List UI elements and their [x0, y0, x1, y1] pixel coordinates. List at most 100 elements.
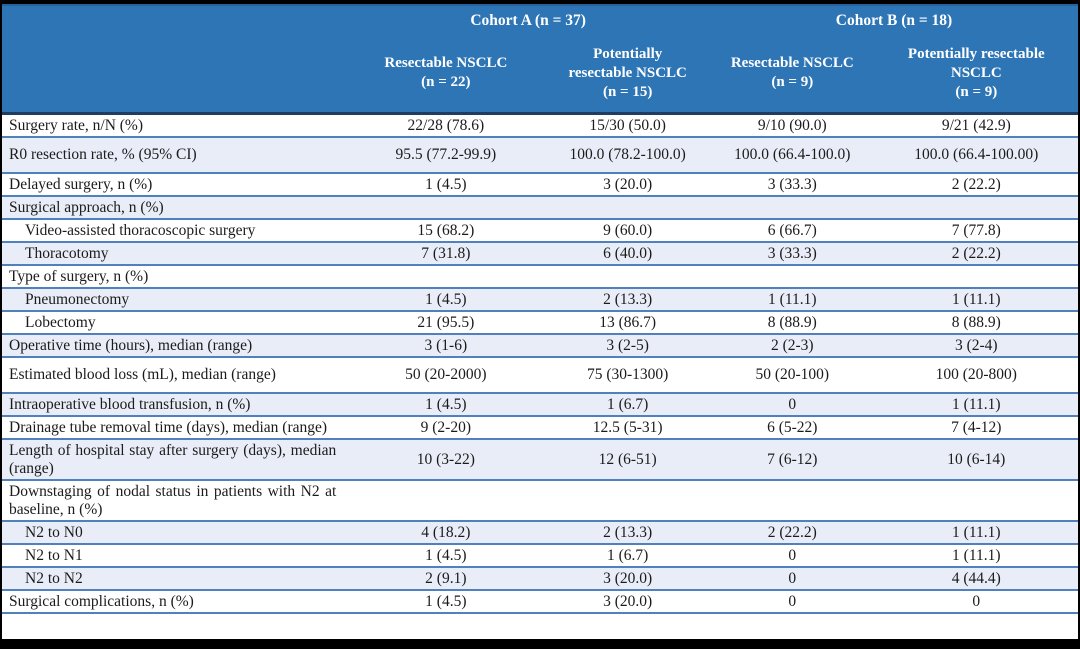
- cell-value: 50 (20-100): [709, 357, 875, 393]
- table-row: Estimated blood loss (mL), median (range…: [2, 357, 1078, 393]
- cell-value: 2 (22.2): [709, 521, 875, 544]
- cell-value: 1 (11.1): [874, 521, 1078, 544]
- table-row: Delayed surgery, n (%) 1 (4.5) 3 (20.0) 3 (…: [2, 173, 1078, 196]
- cell-value: 3 (1-6): [346, 334, 546, 357]
- row-label: Type of surgery, n (%): [2, 265, 347, 288]
- cell-value: 4 (18.2): [346, 521, 546, 544]
- row-label: Thoracotomy: [2, 242, 347, 265]
- cell-value: 22/28 (78.6): [346, 113, 546, 137]
- cell-value: 9 (60.0): [545, 219, 710, 242]
- cell-value: 1 (4.5): [346, 288, 546, 311]
- cell-value: 3 (20.0): [545, 590, 710, 613]
- subgroup-header-row: Resectable NSCLC (n = 22) Potentially re…: [2, 34, 1078, 115]
- cell-value: 7 (77.8): [874, 219, 1078, 242]
- cell-value: 2 (13.3): [545, 521, 710, 544]
- cell-value: 8 (88.9): [874, 311, 1078, 334]
- cell-value: 3 (20.0): [545, 567, 710, 590]
- table-row: Thoracotomy 7 (31.8) 6 (40.0) 3 (33.3) 2 (22…: [2, 242, 1078, 265]
- table-body: Surgery rate, n/N (%) 22/28 (78.6) 15/30 (…: [2, 113, 1078, 613]
- cell-value: [709, 196, 875, 219]
- table-row: Surgery rate, n/N (%) 22/28 (78.6) 15/30 (…: [2, 113, 1078, 137]
- cohort-header-row: Cohort A (n = 37) Cohort B (n = 18): [2, 4, 1078, 34]
- cell-value: 10 (3-22): [346, 439, 546, 480]
- table-header: Cohort A (n = 37) Cohort B (n = 18) Rese…: [2, 4, 1078, 115]
- cell-value: 15/30 (50.0): [545, 113, 710, 137]
- cell-value: 2 (2-3): [709, 334, 875, 357]
- cell-value: 7 (4-12): [874, 416, 1078, 439]
- table-row: R0 resection rate, % (95% CI) 95.5 (77.2-…: [2, 137, 1078, 173]
- table-row: Drainage tube removal time (days), media…: [2, 416, 1078, 439]
- cell-value: [709, 265, 875, 288]
- table-row: Surgical complications, n (%) 1 (4.5) 3 (2…: [2, 590, 1078, 613]
- table-row: Length of hospital stay after surgery (d…: [2, 439, 1078, 480]
- cell-value: 1 (4.5): [346, 173, 546, 196]
- cell-value: 0: [709, 567, 875, 590]
- table-row: Surgical approach, n (%): [2, 196, 1078, 219]
- cell-value: 12.5 (5-31): [545, 416, 710, 439]
- table-row: N2 to N0 4 (18.2) 2 (13.3) 2 (22.2) 1 (11.1): [2, 521, 1078, 544]
- row-label: N2 to N1: [2, 544, 347, 567]
- cohort-b-header: Cohort B (n = 18): [709, 4, 1078, 34]
- column-header-potentially-resectable-b: Potentially resectable NSCLC (n = 9): [874, 34, 1078, 115]
- table-row: N2 to N2 2 (9.1) 3 (20.0) 0 4 (44.4): [2, 567, 1078, 590]
- row-label: Length of hospital stay after surgery (d…: [2, 439, 347, 480]
- cell-value: 2 (9.1): [346, 567, 546, 590]
- cell-value: 95.5 (77.2-99.9): [346, 137, 546, 173]
- column-header-resectable-b: Resectable NSCLC (n = 9): [709, 34, 875, 115]
- cell-value: [545, 196, 710, 219]
- cell-value: 4 (44.4): [874, 567, 1078, 590]
- row-label: Drainage tube removal time (days), media…: [2, 416, 347, 439]
- cell-value: 9/10 (90.0): [709, 113, 875, 137]
- cell-value: 1 (11.1): [874, 544, 1078, 567]
- cell-value: 3 (33.3): [709, 242, 875, 265]
- cell-value: 2 (13.3): [545, 288, 710, 311]
- row-label: Pneumonectomy: [2, 288, 347, 311]
- cell-value: 3 (20.0): [545, 173, 710, 196]
- cell-value: 3 (2-5): [545, 334, 710, 357]
- cell-value: 1 (6.7): [545, 393, 710, 416]
- cell-value: 15 (68.2): [346, 219, 546, 242]
- cell-value: 8 (88.9): [709, 311, 875, 334]
- cell-value: [346, 196, 546, 219]
- cohort-a-header: Cohort A (n = 37): [346, 4, 710, 34]
- cell-value: [709, 480, 875, 521]
- cell-value: [545, 265, 710, 288]
- cell-value: 7 (6-12): [709, 439, 875, 480]
- table-row: N2 to N1 1 (4.5) 1 (6.7) 0 1 (11.1): [2, 544, 1078, 567]
- table-row: Downstaging of nodal status in patients …: [2, 480, 1078, 521]
- row-label: Surgery rate, n/N (%): [2, 113, 347, 137]
- cell-value: [874, 265, 1078, 288]
- row-label: Operative time (hours), median (range): [2, 334, 347, 357]
- cell-value: 1 (4.5): [346, 544, 546, 567]
- cell-value: 0: [709, 590, 875, 613]
- cell-value: 75 (30-1300): [545, 357, 710, 393]
- row-label: N2 to N2: [2, 567, 347, 590]
- cell-value: 100.0 (78.2-100.0): [545, 137, 710, 173]
- cell-value: 12 (6-51): [545, 439, 710, 480]
- table-row: Lobectomy 21 (95.5) 13 (86.7) 8 (88.9) 8 (88…: [2, 311, 1078, 334]
- table-row: Pneumonectomy 1 (4.5) 2 (13.3) 1 (11.1) 1 (1…: [2, 288, 1078, 311]
- row-label: N2 to N0: [2, 521, 347, 544]
- cell-value: 100.0 (66.4-100.0): [709, 137, 875, 173]
- row-label: Surgical approach, n (%): [2, 196, 347, 219]
- table-row: Operative time (hours), median (range) 3 …: [2, 334, 1078, 357]
- cell-value: 1 (11.1): [874, 393, 1078, 416]
- cell-value: [874, 196, 1078, 219]
- cell-value: 3 (2-4): [874, 334, 1078, 357]
- cell-value: 50 (20-2000): [346, 357, 546, 393]
- row-label: R0 resection rate, % (95% CI): [2, 137, 347, 173]
- cell-value: 2 (22.2): [874, 242, 1078, 265]
- cell-value: 0: [874, 590, 1078, 613]
- row-label: Estimated blood loss (mL), median (range…: [2, 357, 347, 393]
- cell-value: 1 (6.7): [545, 544, 710, 567]
- column-header-resectable-a: Resectable NSCLC (n = 22): [346, 34, 546, 115]
- cell-value: 6 (5-22): [709, 416, 875, 439]
- surgical-outcomes-table: Cohort A (n = 37) Cohort B (n = 18) Rese…: [2, 4, 1078, 614]
- header-corner-cell-2: [2, 34, 347, 115]
- cell-value: 6 (66.7): [709, 219, 875, 242]
- cell-value: 3 (33.3): [709, 173, 875, 196]
- cell-value: 0: [709, 393, 875, 416]
- row-label: Lobectomy: [2, 311, 347, 334]
- cell-value: [346, 480, 546, 521]
